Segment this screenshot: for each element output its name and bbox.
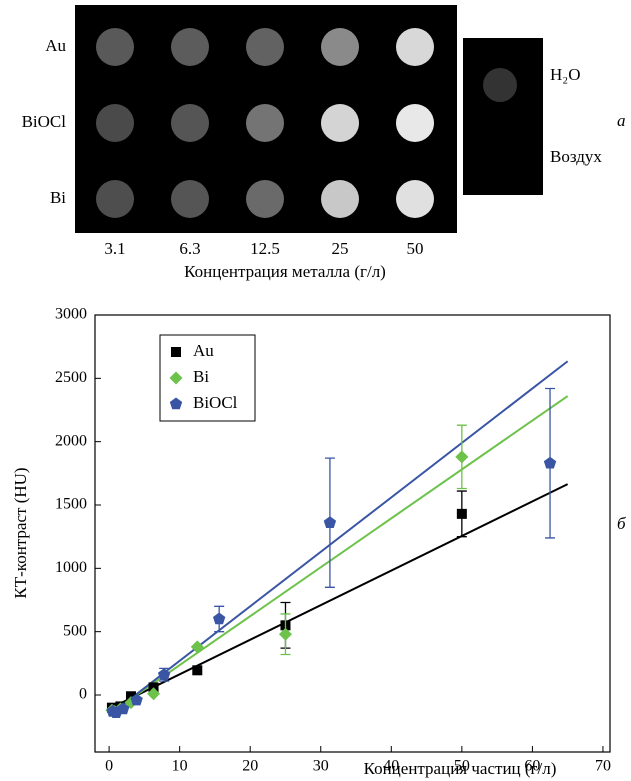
figure: Au BiOCl Bi 3.1 6.3 12.5 25 50 Концентрация мета… [0,0,631,781]
y-tick-label: 3000 [55,306,87,323]
phantom-well [321,180,359,218]
reference-well [483,141,517,175]
phantom-well [96,180,134,218]
marker [213,613,225,625]
marker [192,665,202,675]
phantom-well [246,28,284,66]
phantom-well [396,28,434,66]
fit-line [109,396,568,714]
phantom-well [96,28,134,66]
column-label: 6.3 [179,239,200,258]
legend-label: Au [193,341,214,360]
phantom-well [171,28,209,66]
panel-label: а [617,111,626,130]
row-label: Bi [50,188,66,207]
phantom-well [321,28,359,66]
marker [544,457,556,469]
x-tick-label: 20 [242,758,258,775]
panel-label: б [617,514,626,533]
legend-marker [171,347,181,357]
legend-label: Bi [193,367,209,386]
y-tick-label: 500 [63,622,87,639]
x-tick-label: 70 [595,758,611,775]
y-tick-label: 2000 [55,432,87,449]
x-tick-label: 0 [105,758,113,775]
phantom-well [96,104,134,142]
marker [455,450,468,463]
row-label: BiOCl [22,112,67,131]
column-label: 50 [407,239,424,258]
phantom-well [171,180,209,218]
column-label: 25 [332,239,349,258]
y-axis-label: КТ-контраст (HU) [11,467,30,598]
phantom-well [246,104,284,142]
marker [324,516,336,528]
x-axis-label: Концентрация металла (г/л) [184,262,386,281]
legend-label: BiOCl [193,393,238,412]
x-tick-label: 30 [313,758,329,775]
column-label: 12.5 [250,239,280,258]
phantom-well [321,104,359,142]
reference-label: Воздух [550,147,602,166]
x-tick-label: 10 [172,758,188,775]
phantom-well [246,180,284,218]
marker [457,509,467,519]
reference-label: H₂O [550,65,580,84]
phantom-well [171,104,209,142]
phantom-well [396,180,434,218]
row-label: Au [45,36,66,55]
fit-line [109,484,568,709]
y-tick-label: 2500 [55,369,87,386]
phantom-well [396,104,434,142]
y-tick-label: 0 [79,686,87,703]
y-tick-label: 1500 [55,496,87,513]
y-tick-label: 1000 [55,559,87,576]
column-label: 3.1 [104,239,125,258]
reference-well [483,68,517,102]
x-axis-label: Концентрация частиц (г/л) [364,759,557,778]
